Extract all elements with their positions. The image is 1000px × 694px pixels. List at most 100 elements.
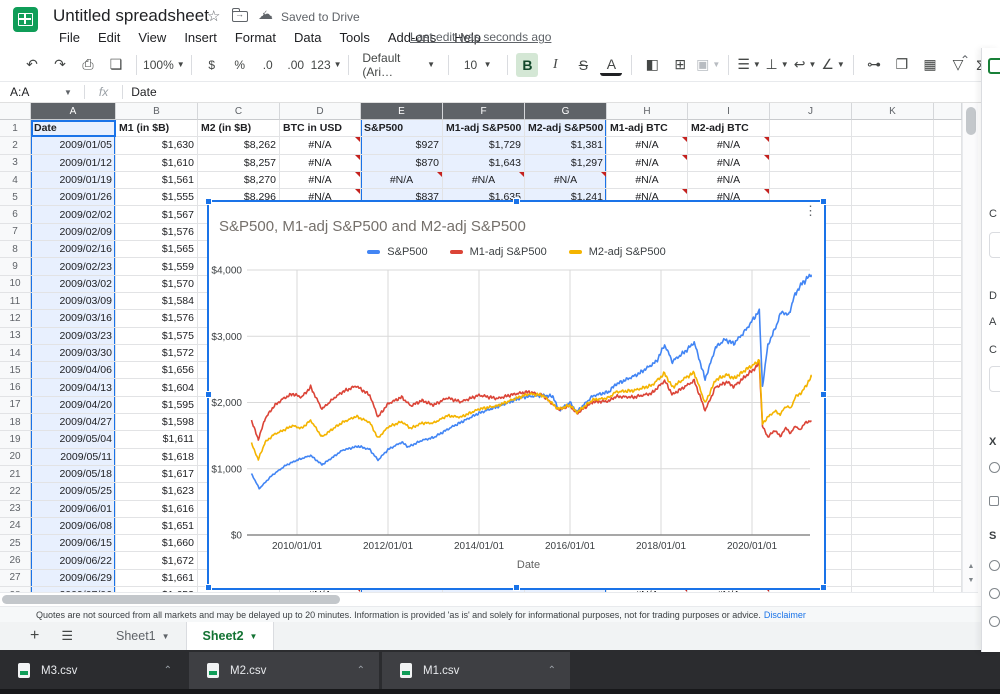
cell-G4[interactable]: #N/A	[525, 171, 607, 190]
cell-A7[interactable]: 2009/02/09	[31, 223, 116, 242]
cell-A12[interactable]: 2009/03/16	[31, 310, 116, 328]
cell-extra[interactable]	[934, 569, 962, 588]
menu-file[interactable]: File	[59, 30, 80, 45]
row-header-15[interactable]: 15	[0, 362, 31, 380]
cell-extra[interactable]	[934, 206, 962, 224]
cell-extra[interactable]	[934, 587, 962, 592]
row-header-7[interactable]: 7	[0, 223, 31, 242]
chart-menu-icon[interactable]: ⋮	[804, 203, 817, 218]
cell-extra[interactable]	[934, 517, 962, 536]
cell-B6[interactable]: $1,567	[116, 206, 198, 224]
cell-K27[interactable]	[852, 569, 934, 588]
bold-button[interactable]: B	[516, 52, 539, 77]
download-chip-m3-csv[interactable]: M3.csv ⌃	[0, 652, 186, 689]
row-header-4[interactable]: 4	[0, 171, 31, 190]
move-to-folder-icon[interactable]	[232, 8, 248, 22]
cell-B2[interactable]: $1,630	[116, 137, 198, 155]
cell-extra[interactable]	[934, 552, 962, 570]
tab-sheet2[interactable]: Sheet2 ▼	[185, 622, 275, 650]
cell-K13[interactable]	[852, 327, 934, 345]
row-header-12[interactable]: 12	[0, 310, 31, 328]
cell-extra[interactable]	[934, 275, 962, 293]
cell-B26[interactable]: $1,672	[116, 552, 198, 570]
cell-A28[interactable]: 2009/07/06	[31, 587, 116, 592]
create-filter-icon[interactable]: ▽	[952, 56, 964, 72]
cell-A2[interactable]: 2009/01/05	[31, 137, 116, 155]
cell-K19[interactable]	[852, 431, 934, 449]
cell-I2[interactable]: #N/A	[688, 137, 770, 155]
cell-K3[interactable]	[852, 154, 934, 172]
chart-resize-handle[interactable]	[205, 198, 212, 205]
cell-K18[interactable]	[852, 414, 934, 432]
column-header-D[interactable]: D	[280, 103, 361, 120]
chart-resize-handle[interactable]	[820, 391, 827, 398]
chart-resize-handle[interactable]	[512, 198, 520, 205]
scroll-down-icon[interactable]: ▼	[967, 577, 975, 584]
cell-A9[interactable]: 2009/02/23	[31, 258, 116, 276]
cell-A3[interactable]: 2009/01/12	[31, 154, 116, 172]
cell-extra[interactable]	[934, 414, 962, 432]
sheets-logo-icon[interactable]	[13, 7, 38, 32]
text-rotation-icon[interactable]: ∠ ▼	[821, 56, 845, 72]
cell-B3[interactable]: $1,610	[116, 154, 198, 172]
cell-B25[interactable]: $1,660	[116, 535, 198, 553]
all-sheets-icon[interactable]: ☰	[61, 628, 73, 643]
cell-J2[interactable]	[770, 137, 852, 155]
vertical-scrollbar[interactable]: ▲ ▼	[962, 103, 978, 592]
row-header-27[interactable]: 27	[0, 569, 31, 588]
cell-A23[interactable]: 2009/06/01	[31, 500, 116, 518]
cell-K7[interactable]	[852, 223, 934, 242]
chart-resize-handle[interactable]	[820, 584, 827, 591]
cell-C2[interactable]: $8,262	[198, 137, 280, 155]
row-header-2[interactable]: 2	[0, 137, 31, 155]
cell-K1[interactable]	[852, 120, 934, 138]
cell-C4[interactable]: $8,270	[198, 171, 280, 190]
row-header-3[interactable]: 3	[0, 154, 31, 172]
scroll-up-icon[interactable]: ▲	[967, 563, 975, 570]
last-edit-link[interactable]: Last edit was seconds ago	[410, 30, 552, 44]
cell-extra[interactable]	[934, 396, 962, 415]
cell-A19[interactable]: 2009/05/04	[31, 431, 116, 449]
font-select[interactable]: Default (Ari… ▼	[362, 50, 435, 79]
column-header-G[interactable]: G	[525, 103, 607, 120]
name-box[interactable]: A:A	[10, 85, 30, 99]
cell-A8[interactable]: 2009/02/16	[31, 241, 116, 259]
cell-extra[interactable]	[934, 189, 962, 207]
menu-help[interactable]: Help	[454, 30, 481, 45]
format-currency-button[interactable]: $	[208, 57, 216, 72]
cell-A27[interactable]: 2009/06/29	[31, 569, 116, 588]
cell-K11[interactable]	[852, 292, 934, 311]
insert-chart-icon[interactable]: ▦	[923, 56, 937, 72]
cell-extra[interactable]	[934, 431, 962, 449]
cell-C1[interactable]: M2 (in $B)	[198, 120, 280, 138]
download-chip-m1-csv[interactable]: M1.csv ⌃	[382, 652, 570, 689]
cell-B11[interactable]: $1,584	[116, 292, 198, 311]
row-header-19[interactable]: 19	[0, 431, 31, 449]
cell-E3[interactable]: $870	[361, 154, 443, 172]
zoom-select[interactable]: 100% ▼	[143, 57, 185, 72]
cell-B13[interactable]: $1,575	[116, 327, 198, 345]
row-header-26[interactable]: 26	[0, 552, 31, 570]
menu-tools[interactable]: Tools	[339, 30, 370, 45]
column-header-H[interactable]: H	[607, 103, 688, 120]
cell-extra[interactable]	[934, 344, 962, 363]
cell-A11[interactable]: 2009/03/09	[31, 292, 116, 311]
cell-extra[interactable]	[934, 171, 962, 190]
cell-K23[interactable]	[852, 500, 934, 518]
cell-A5[interactable]: 2009/01/26	[31, 189, 116, 207]
cell-K17[interactable]	[852, 396, 934, 415]
text-wrap-icon[interactable]: ↩ ▼	[793, 56, 817, 72]
cell-A1[interactable]: Date	[31, 120, 116, 138]
cell-extra[interactable]	[934, 327, 962, 345]
cell-extra[interactable]	[934, 241, 962, 259]
menu-add-ons[interactable]: Add-ons	[387, 30, 437, 45]
row-header-21[interactable]: 21	[0, 465, 31, 484]
cell-B18[interactable]: $1,598	[116, 414, 198, 432]
cell-D4[interactable]: #N/A	[280, 171, 361, 190]
menu-view[interactable]: View	[138, 30, 167, 45]
cell-B16[interactable]: $1,604	[116, 379, 198, 397]
cell-extra[interactable]	[934, 258, 962, 276]
cell-K12[interactable]	[852, 310, 934, 328]
cell-extra[interactable]	[934, 310, 962, 328]
cell-extra[interactable]	[934, 362, 962, 380]
